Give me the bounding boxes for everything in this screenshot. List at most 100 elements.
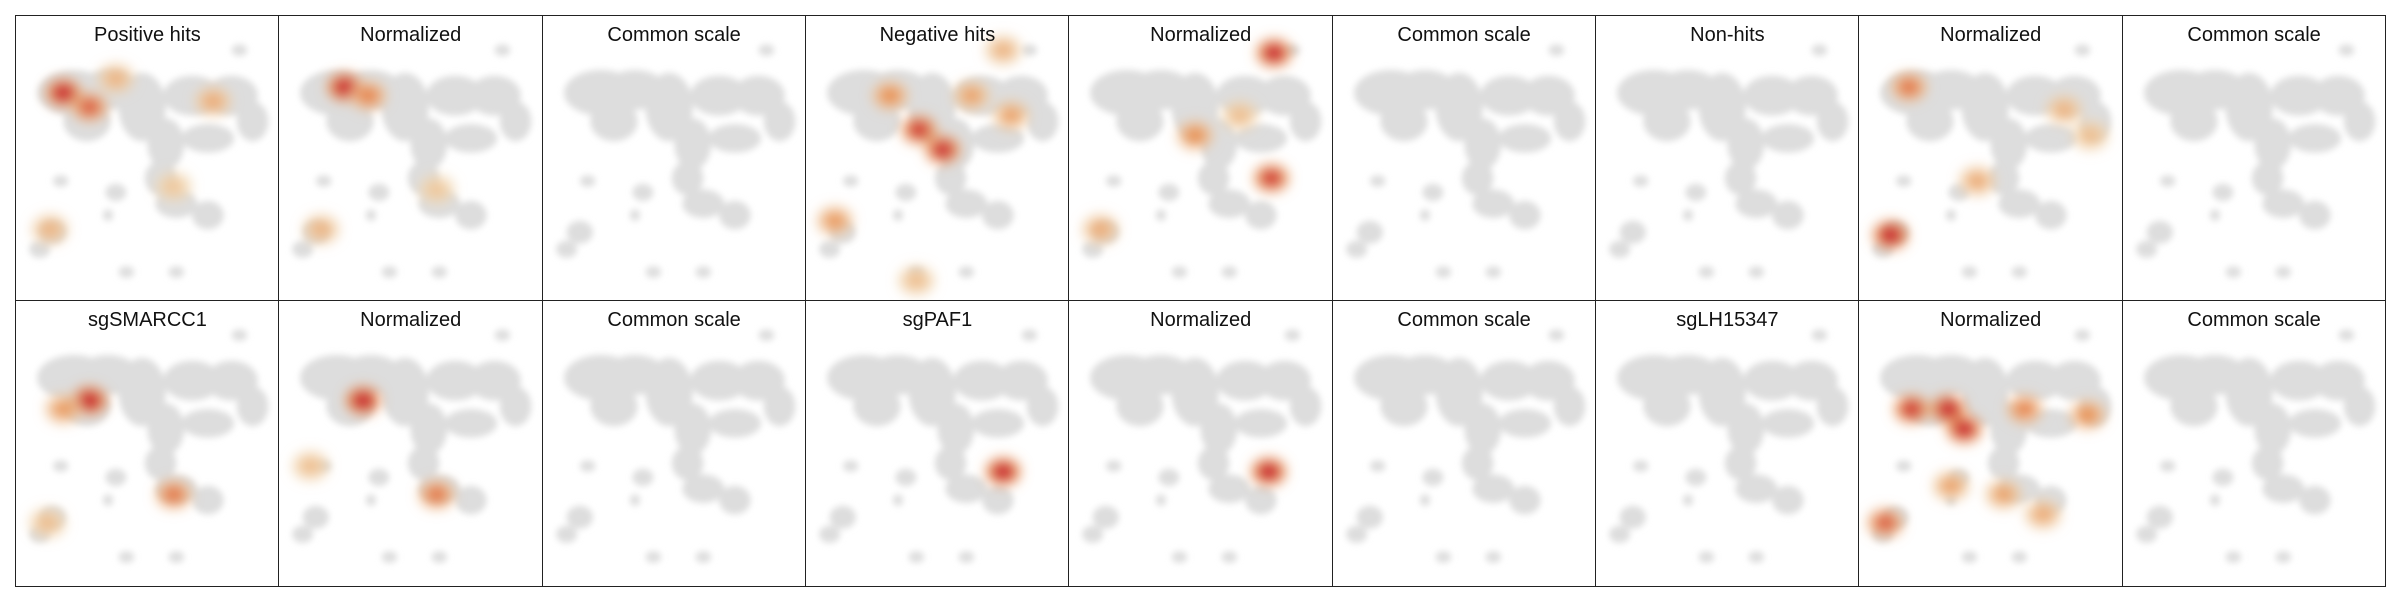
cell-cluster <box>1743 75 1802 116</box>
density-hotspot-core <box>358 87 379 104</box>
density-hotspots <box>302 72 456 244</box>
density-hotspots <box>984 457 1022 486</box>
cell-cluster <box>632 468 654 486</box>
cell-cluster <box>1208 189 1251 218</box>
cell-cluster <box>1698 551 1715 563</box>
density-plot <box>1345 329 1585 563</box>
cell-cluster <box>181 409 235 438</box>
cell-cluster <box>192 485 224 515</box>
cell-cluster <box>718 485 751 515</box>
cell-cluster <box>982 485 1014 515</box>
cell-cluster <box>1021 329 1038 341</box>
density-hotspot-core <box>333 78 357 97</box>
panel-title: Normalized <box>1150 24 1252 46</box>
density-hotspot-core <box>53 401 74 417</box>
cell-cluster <box>681 189 725 218</box>
cell-cluster <box>1772 485 1804 515</box>
density-hotspots <box>816 35 1030 295</box>
cell-cluster <box>368 183 390 201</box>
cell-cluster <box>455 485 487 515</box>
cell-cluster <box>708 409 761 438</box>
density-hotspot-core <box>163 486 185 503</box>
cell-cluster <box>2225 266 2241 278</box>
cell-cluster <box>231 44 248 56</box>
density-hotspot-core <box>1941 478 1962 494</box>
cell-cluster <box>1290 101 1322 142</box>
cell-cluster <box>958 551 975 563</box>
cell-cluster <box>1216 360 1275 401</box>
density-hotspot-core <box>2014 401 2036 417</box>
cell-cluster <box>629 494 640 506</box>
cell-cluster <box>1345 240 1367 258</box>
cell-cluster <box>853 386 901 427</box>
cell-cluster <box>1724 446 1757 481</box>
cell-cluster <box>366 209 377 221</box>
cell-cluster <box>52 175 69 187</box>
density-hotspot-core <box>51 83 75 102</box>
cell-cluster <box>1761 124 1815 153</box>
cell-cluster <box>302 505 330 529</box>
cell-cluster <box>494 44 511 56</box>
density-plot <box>29 44 269 278</box>
panel-title: Normalized <box>1940 309 2042 331</box>
density-hotspot-core <box>879 87 901 104</box>
cell-cluster <box>1221 266 1238 278</box>
heatmap-panel: Non-hits <box>1595 15 1860 302</box>
cell-cluster <box>1761 409 1815 438</box>
cell-cluster <box>819 525 841 543</box>
cell-cluster <box>555 240 577 258</box>
cell-cluster <box>555 525 577 543</box>
cell-cluster <box>2169 101 2218 142</box>
cell-cluster <box>1158 468 1180 486</box>
cell-cluster <box>2251 446 2283 481</box>
cell-cluster <box>1435 266 1451 278</box>
cell-cluster <box>1208 474 1251 503</box>
cell-cluster <box>236 386 269 427</box>
cell-silhouette <box>292 44 532 278</box>
cell-cluster <box>1435 72 1483 142</box>
panel-title: Normalized <box>360 24 462 46</box>
cell-cluster <box>718 200 751 230</box>
density-hotspot-core <box>1879 226 1903 245</box>
cell-cluster <box>1961 551 1978 563</box>
cell-cluster <box>1508 485 1541 515</box>
cell-cluster <box>181 124 235 153</box>
cell-cluster <box>763 386 795 427</box>
cell-cluster <box>579 175 596 187</box>
cell-cluster <box>2343 386 2375 427</box>
panel-title: Normalized <box>360 309 462 331</box>
heatmap-panel: Common scale <box>541 15 807 302</box>
density-plot <box>1872 44 2112 278</box>
cell-cluster <box>971 409 1025 438</box>
cell-cluster <box>381 266 398 278</box>
cell-silhouette <box>819 329 1059 563</box>
cell-cluster <box>1685 183 1707 201</box>
cell-cluster <box>953 360 1012 401</box>
density-hotspot-core <box>1001 108 1021 123</box>
cell-cluster <box>695 266 711 278</box>
cell-cluster <box>1816 101 1849 142</box>
cell-cluster <box>2275 266 2291 278</box>
density-hotspot-core <box>824 213 845 229</box>
panel-title: Common scale <box>607 24 741 46</box>
cell-cluster <box>1464 403 1501 455</box>
cell-cluster <box>1171 357 1220 427</box>
cell-cluster <box>102 494 114 506</box>
cell-cluster <box>1548 44 1564 56</box>
cell-cluster <box>118 551 135 563</box>
panel-title: Normalized <box>1940 24 2042 46</box>
cell-cluster <box>674 403 711 455</box>
cell-cluster <box>1369 460 1386 472</box>
cell-cluster <box>2269 75 2328 116</box>
cell-cluster <box>292 525 314 543</box>
panel-title: Common scale <box>1397 309 1531 331</box>
cell-cluster <box>1419 494 1430 506</box>
cell-cluster <box>1356 505 1383 529</box>
density-hotspot-core <box>2054 102 2074 117</box>
cell-silhouette <box>2135 329 2375 563</box>
cell-cluster <box>819 240 841 258</box>
cell-cluster <box>52 460 69 472</box>
cell-cluster <box>444 409 498 438</box>
cell-cluster <box>1632 175 1649 187</box>
heatmap-panel: sgPAF1 <box>805 300 1070 587</box>
